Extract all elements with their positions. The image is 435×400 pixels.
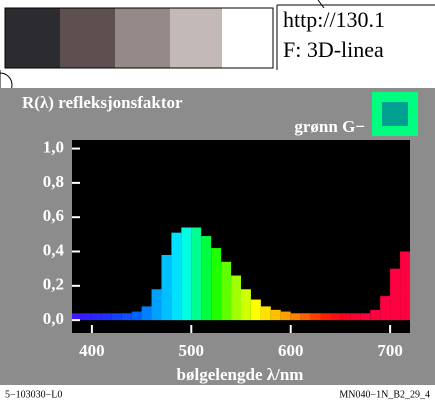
bar	[350, 313, 361, 321]
bar	[221, 261, 232, 321]
url: http://130.1	[283, 7, 385, 32]
footer-left: 5−103030−L0	[5, 389, 62, 400]
bar	[111, 313, 122, 321]
chart-title: R(λ) refleksjonsfaktor	[22, 93, 183, 112]
bar	[370, 309, 381, 321]
swatch	[222, 8, 272, 68]
bar	[280, 311, 291, 321]
x-tick-label: 600	[278, 341, 304, 360]
bar	[360, 313, 371, 321]
bar	[131, 311, 142, 321]
swatch	[170, 8, 222, 68]
bar	[141, 306, 152, 321]
bar	[101, 313, 112, 321]
bar	[121, 313, 132, 321]
bar	[171, 232, 182, 321]
bar	[400, 251, 410, 321]
bar	[250, 299, 261, 321]
crosshair	[0, 72, 13, 98]
footer-right: MN040−1N_B2_29_4	[339, 389, 430, 400]
y-tick-label: 0,2	[43, 275, 64, 294]
bar	[390, 268, 401, 321]
bar	[231, 275, 241, 321]
mark	[317, 0, 325, 9]
bar	[340, 313, 351, 321]
bar	[290, 313, 301, 321]
x-tick-label: 400	[79, 341, 105, 360]
x-tick-label: 500	[179, 341, 205, 360]
bar	[270, 309, 281, 321]
bar	[330, 313, 341, 321]
subtitle: F: 3D-linea	[283, 37, 384, 62]
swatch-frame	[4, 7, 274, 69]
bar	[320, 313, 331, 321]
x-tick-label: 700	[377, 341, 403, 360]
bar	[91, 313, 102, 321]
bar	[161, 254, 172, 321]
bar	[211, 248, 222, 321]
bar	[181, 227, 192, 321]
bar	[300, 313, 311, 321]
bar	[380, 296, 391, 321]
swatches	[4, 7, 274, 69]
bar	[191, 227, 202, 321]
bar	[81, 313, 92, 321]
legend-swatch-inner	[382, 102, 408, 126]
bar	[151, 289, 162, 321]
legend-label: grønn G−	[294, 117, 365, 136]
y-tick-label: 0,4	[43, 240, 65, 259]
y-tick-label: 0,8	[43, 172, 64, 191]
x-axis-label: bølgelengde λ/nm	[177, 365, 304, 384]
bar	[260, 306, 271, 321]
y-tick-label: 0,0	[43, 309, 64, 328]
swatch	[5, 8, 60, 68]
bar	[241, 289, 251, 321]
bar	[72, 313, 82, 321]
bar	[201, 236, 212, 321]
swatch	[60, 8, 115, 68]
swatch	[115, 8, 170, 68]
y-tick-label: 1,0	[43, 137, 64, 156]
y-tick-label: 0,6	[43, 206, 64, 225]
bar	[310, 313, 321, 321]
